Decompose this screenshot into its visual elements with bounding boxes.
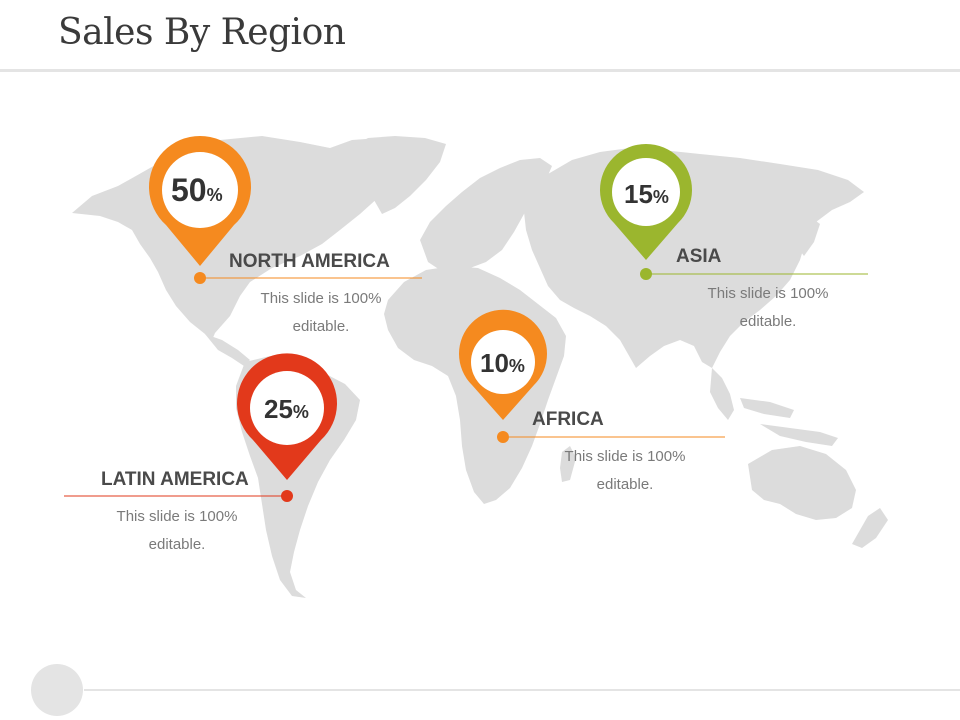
latin-america-label: LATIN AMERICA (101, 469, 249, 490)
map-japan (798, 218, 820, 256)
map-central-america (205, 334, 250, 366)
north-america-dot (194, 272, 206, 284)
asia-dot (640, 268, 652, 280)
asia-description: This slide is 100% editable. (707, 285, 829, 330)
asia-label: ASIA (676, 246, 722, 267)
north-america-pin-center (162, 152, 238, 228)
map-europe (420, 158, 552, 272)
slide-title: Sales By Region (58, 12, 346, 53)
latin-america-pin-center (250, 371, 324, 445)
asia-pin-center (612, 158, 680, 226)
map-new-zealand (852, 508, 888, 548)
map-indochina (710, 368, 734, 420)
map-madagascar (560, 446, 576, 482)
map-greenland (350, 136, 446, 214)
map-australia (748, 446, 856, 520)
africa-label: AFRICA (532, 409, 604, 430)
footer-circle (31, 664, 83, 716)
africa-pin-center (471, 330, 535, 394)
latin-america-dot (281, 490, 293, 502)
north-america-percentage: 50% (171, 172, 223, 208)
north-america-description: This slide is 100% editable. (260, 290, 382, 335)
asia-percentage: 15% (624, 179, 669, 209)
north-america-label: NORTH AMERICA (229, 251, 390, 272)
africa-description: This slide is 100% editable. (564, 448, 686, 493)
africa-dot (497, 431, 509, 443)
title-divider (0, 69, 960, 72)
africa-percentage: 10% (480, 348, 525, 378)
footer-divider (84, 689, 960, 691)
map-indonesia-1 (740, 398, 794, 418)
map-indonesia-2 (760, 424, 838, 446)
latin-america-percentage: 25% (264, 394, 309, 424)
latin-america-description: This slide is 100% editable. (116, 508, 238, 553)
